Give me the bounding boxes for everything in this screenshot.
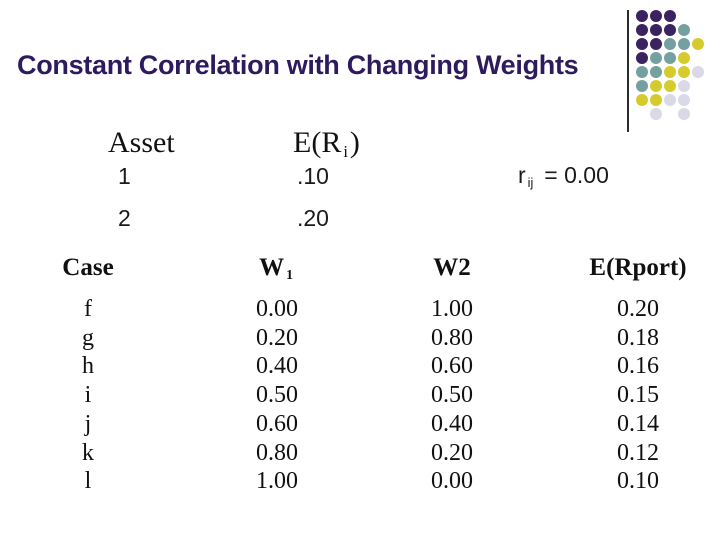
correlation-coefficient: r ij = 0.00	[518, 162, 609, 190]
dot	[692, 38, 704, 50]
corner-divider-line	[627, 10, 629, 132]
dot	[650, 52, 662, 64]
dot-empty	[678, 10, 690, 22]
cell-erport: 0.10	[617, 468, 659, 495]
dot	[636, 38, 648, 50]
dot	[664, 38, 676, 50]
dot	[636, 24, 648, 36]
cell-case: g	[82, 324, 94, 351]
dot	[678, 66, 690, 78]
cell-w2: 1.00	[431, 296, 473, 322]
asset-2-expected-return: .20	[297, 205, 329, 231]
asset-column-header: Asset	[108, 126, 175, 159]
table-row: k 0.80 0.20 0.12	[0, 440, 720, 469]
asset-2-number: 2	[118, 205, 131, 231]
header-case: Case	[62, 254, 114, 281]
decorative-dots	[636, 10, 706, 122]
cell-w1: 0.20	[256, 324, 298, 351]
dot	[664, 52, 676, 64]
cell-w1: 0.50	[256, 382, 298, 409]
cell-erport: 0.12	[617, 439, 659, 466]
table-row: j 0.60 0.40 0.14	[0, 411, 720, 440]
cell-w1: 0.40	[256, 353, 298, 380]
table-row: l 1.00 0.00 0.10	[0, 468, 720, 497]
dot	[636, 66, 648, 78]
dot	[636, 80, 648, 92]
cell-erport: 0.16	[617, 353, 659, 380]
cell-erport: 0.14	[617, 410, 659, 437]
dot	[650, 108, 662, 120]
dot	[664, 24, 676, 36]
table-row: g 0.20 0.80 0.18	[0, 325, 720, 354]
table-row: f 0.00 1.00 0.20	[0, 296, 720, 325]
cell-w1: 0.80	[256, 439, 298, 466]
dot-empty	[636, 108, 648, 120]
dot	[650, 38, 662, 50]
dot	[636, 94, 648, 106]
cell-w2: 0.20	[431, 439, 473, 466]
dot-empty	[692, 108, 704, 120]
dot-empty	[692, 94, 704, 106]
table-row: h 0.40 0.60 0.16	[0, 353, 720, 382]
asset-1-expected-return: .10	[297, 163, 329, 189]
dot	[678, 80, 690, 92]
cell-w1: 0.60	[256, 410, 298, 437]
dot	[650, 94, 662, 106]
cell-case: f	[84, 296, 92, 322]
cell-case: i	[84, 382, 92, 409]
cell-w2: 0.40	[431, 410, 473, 437]
dot	[650, 66, 662, 78]
dot	[636, 10, 648, 22]
subscript-ij: ij	[527, 175, 534, 190]
table-row: i 0.50 0.50 0.15	[0, 382, 720, 411]
header-erport: E(Rport)	[589, 254, 687, 281]
dot	[650, 10, 662, 22]
cell-erport: 0.20	[617, 296, 659, 322]
dot-empty	[692, 24, 704, 36]
dot	[650, 24, 662, 36]
dot	[678, 52, 690, 64]
expected-return-column-header: E(R i)	[293, 126, 360, 161]
asset-1-number: 1	[118, 163, 131, 189]
cell-w2: 0.50	[431, 382, 473, 409]
dot	[678, 94, 690, 106]
dot	[650, 80, 662, 92]
subscript-i: i	[343, 141, 348, 161]
dot	[664, 10, 676, 22]
cell-case: k	[82, 439, 94, 466]
dot	[678, 38, 690, 50]
cell-erport: 0.15	[617, 382, 659, 409]
dot	[678, 108, 690, 120]
cell-case: l	[84, 468, 92, 495]
page-title: Constant Correlation with Changing Weigh…	[17, 50, 579, 80]
cell-case: h	[82, 353, 94, 380]
cell-w2: 0.60	[431, 353, 473, 380]
cell-w2: 0.00	[431, 468, 473, 495]
dot	[664, 66, 676, 78]
correlation-value: = 0.00	[544, 162, 609, 188]
dot	[678, 24, 690, 36]
dot-empty	[692, 10, 704, 22]
dot-empty	[692, 80, 704, 92]
dot	[692, 66, 704, 78]
cell-w2: 0.80	[431, 324, 473, 351]
subscript-1: 1	[286, 267, 293, 283]
dot-empty	[692, 52, 704, 64]
cell-w1: 0.00	[256, 296, 298, 322]
dot	[664, 80, 676, 92]
cell-erport: 0.18	[617, 324, 659, 351]
cell-case: j	[84, 410, 92, 437]
dot	[636, 52, 648, 64]
dot	[664, 94, 676, 106]
dot-empty	[664, 108, 676, 120]
cell-w1: 1.00	[256, 468, 298, 495]
header-w2: W2	[433, 254, 471, 281]
